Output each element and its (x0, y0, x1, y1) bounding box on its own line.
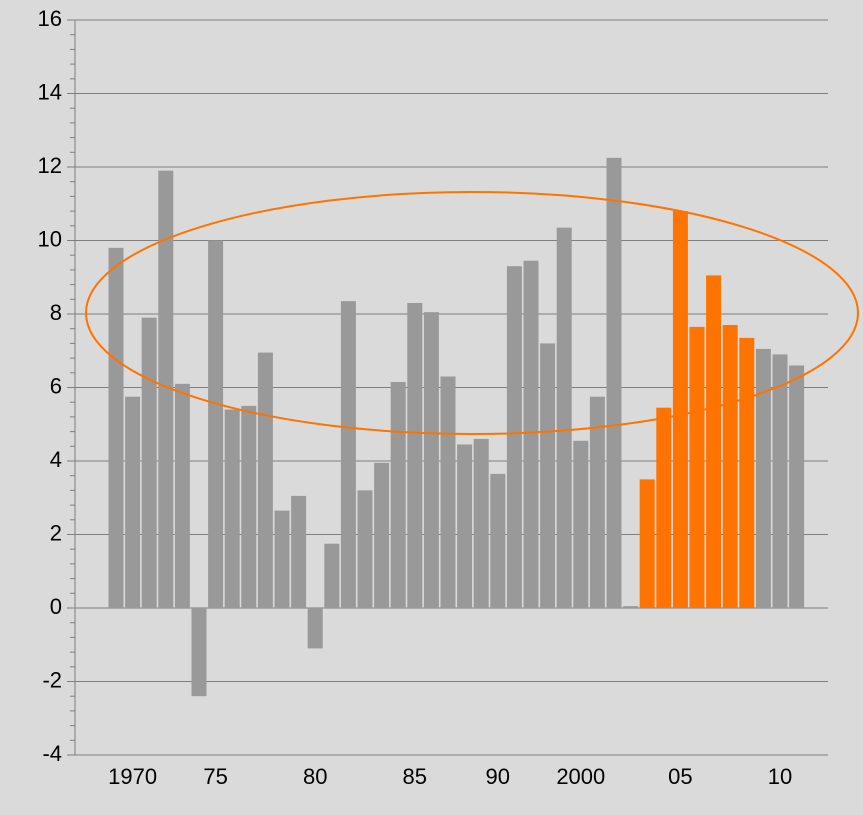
x-tick-label: 2000 (556, 764, 605, 789)
bar (739, 337, 755, 608)
bar (274, 510, 290, 608)
bar (606, 157, 622, 608)
y-tick-label: 14 (38, 79, 62, 104)
y-tick-label: 16 (38, 6, 62, 31)
bar (457, 444, 473, 608)
bar (241, 405, 257, 608)
x-tick-label: 75 (203, 764, 227, 789)
bar (257, 352, 273, 608)
bar (208, 240, 224, 608)
bar (789, 365, 805, 608)
bar (374, 462, 390, 608)
bar (506, 266, 522, 608)
bar (307, 608, 323, 649)
y-tick-label: 4 (50, 447, 62, 472)
x-tick-label: 85 (403, 764, 427, 789)
bar (191, 608, 207, 697)
bar (722, 325, 738, 608)
bar (390, 381, 406, 608)
bar (573, 440, 589, 608)
y-tick-label: 10 (38, 226, 62, 251)
bar (224, 409, 240, 608)
bar (523, 260, 539, 608)
x-tick-label: 05 (668, 764, 692, 789)
bar (672, 211, 688, 608)
y-tick-label: -4 (42, 741, 62, 766)
bar (340, 301, 356, 608)
bar (423, 312, 439, 608)
bar (556, 227, 572, 608)
bar (639, 479, 655, 608)
bar (357, 490, 373, 608)
x-tick-label: 10 (768, 764, 792, 789)
x-tick-label: 90 (486, 764, 510, 789)
bar (755, 348, 771, 608)
y-tick-label: -2 (42, 667, 62, 692)
bar (706, 275, 722, 608)
bar (772, 354, 788, 608)
bar (473, 438, 489, 608)
y-tick-label: 2 (50, 520, 62, 545)
bar (174, 383, 190, 608)
y-tick-label: 0 (50, 594, 62, 619)
bar (540, 343, 556, 608)
bar (490, 473, 506, 608)
y-tick-label: 6 (50, 373, 62, 398)
bar (623, 606, 639, 608)
bar (108, 247, 124, 608)
bar (689, 326, 705, 608)
bar (158, 170, 174, 609)
x-tick-label: 1970 (108, 764, 157, 789)
y-tick-label: 12 (38, 153, 62, 178)
bar (407, 302, 423, 608)
highlight-ellipse (85, 191, 859, 435)
x-tick-label: 80 (303, 764, 327, 789)
bar (656, 407, 672, 608)
bar (440, 376, 456, 608)
bar (141, 317, 157, 608)
y-tick-label: 8 (50, 300, 62, 325)
bar (291, 495, 307, 608)
bar (125, 396, 141, 608)
bar (589, 396, 605, 608)
bar (324, 543, 340, 608)
